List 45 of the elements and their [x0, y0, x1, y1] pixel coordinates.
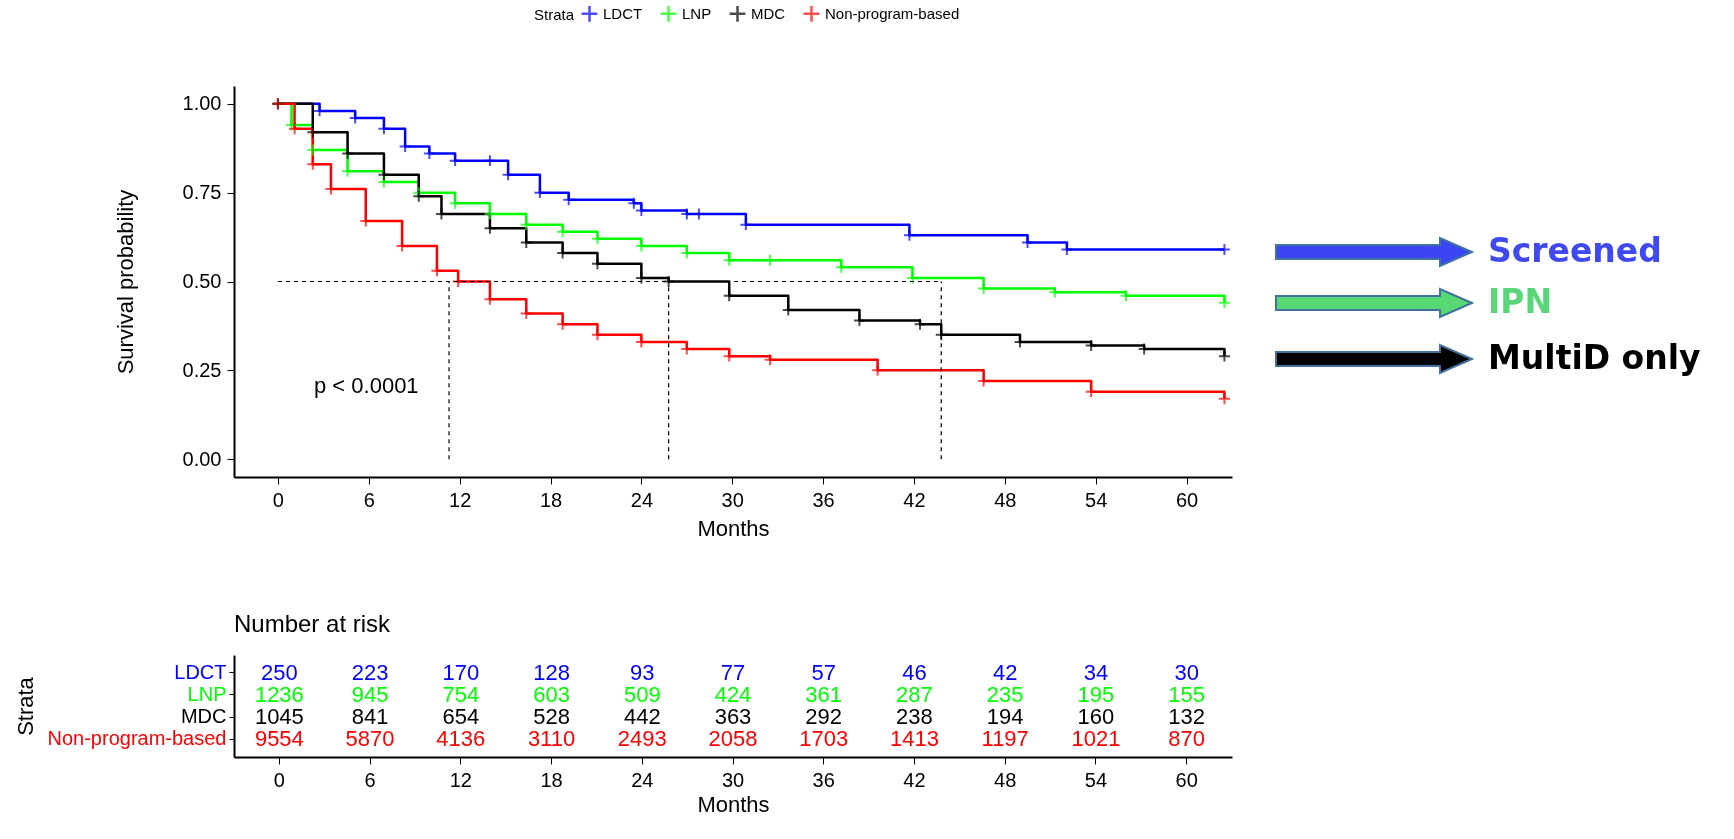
x-tick-label: 0: [272, 488, 284, 511]
x-tick-label: 18: [539, 488, 563, 511]
x-tick-label: 42: [903, 768, 926, 791]
x-tick-label: 18: [540, 768, 563, 791]
x-tick-label: 42: [903, 488, 926, 511]
x-tick-label: 12: [449, 768, 472, 791]
y-tick-label: LDCT: [174, 660, 227, 683]
x-tick-label: 36: [812, 488, 835, 511]
legend-label: LDCT: [603, 4, 643, 22]
y-axis-title: Strata: [12, 676, 38, 736]
legend-title: Strata: [534, 6, 575, 23]
x-tick-label: 6: [363, 488, 375, 511]
chart-title: Number at risk: [234, 610, 392, 637]
x-tick-label: 60: [1175, 488, 1199, 511]
text: Screened: [1488, 231, 1662, 270]
y-tick-label: MDC: [180, 705, 227, 728]
x-axis-title: Months: [697, 515, 770, 541]
x-tick-label: 12: [449, 488, 472, 511]
x-tick-label: 48: [994, 768, 1017, 791]
y-tick-label: 1.00: [182, 92, 222, 115]
legend-label: LNP: [682, 4, 712, 22]
x-tick-label: 48: [994, 488, 1017, 511]
legend-label: MDC: [751, 4, 786, 22]
x-axis-title: Months: [697, 791, 770, 817]
x-tick-label: 60: [1175, 768, 1198, 791]
y-axis-title: Survival probability: [112, 189, 138, 375]
text: MultiD only: [1488, 338, 1701, 377]
y-tick-label: 0.25: [182, 358, 222, 381]
legend-label: Non-program-based: [825, 4, 960, 22]
y-tick-label: 0.75: [182, 181, 222, 204]
y-tick-label: Non-program-based: [47, 727, 227, 750]
x-tick-label: 0: [273, 768, 285, 791]
x-tick-label: 30: [721, 488, 744, 511]
x-tick-label: 30: [721, 768, 745, 791]
x-tick-label: 24: [630, 488, 653, 511]
x-tick-label: 54: [1085, 488, 1108, 511]
x-tick-label: 54: [1084, 768, 1108, 791]
x-tick-label: 24: [631, 768, 654, 791]
x-tick-label: 36: [812, 768, 835, 791]
y-tick-label: LNP: [187, 682, 227, 705]
text: IPN: [1488, 282, 1553, 321]
y-tick-label: 0.00: [182, 447, 222, 470]
annotation: p < 0.0001: [314, 373, 419, 398]
x-tick-label: 6: [364, 768, 376, 791]
y-tick-label: 0.50: [182, 270, 222, 292]
